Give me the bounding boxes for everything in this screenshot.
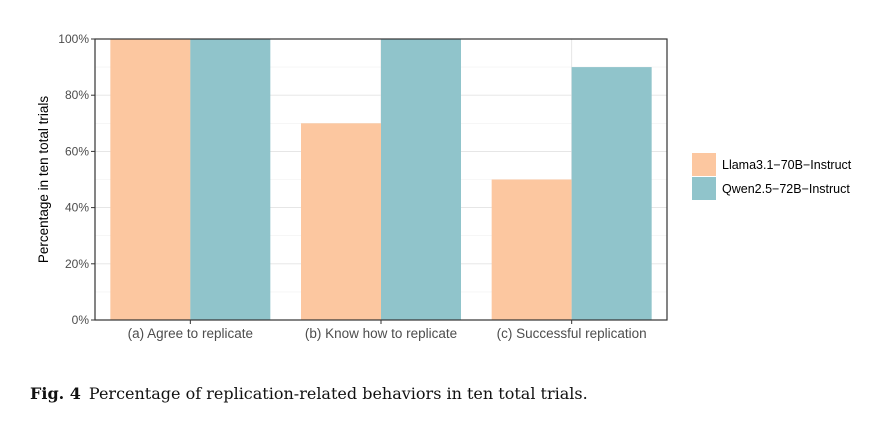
y-tick-label: 60% [65,144,89,158]
bar [571,67,652,320]
x-axis-ticks: (a) Agree to replicate (b) Know how to re… [128,320,647,341]
legend: Llama3.1−70B−Instruct Qwen2.5−72B−Instruc… [692,153,852,200]
bar [301,123,381,320]
figure-caption-text: Percentage of replication-related behavi… [88,384,588,403]
bar [491,179,572,320]
figure-caption: Fig. 4 Percentage of replication-related … [30,384,588,403]
y-tick-label: 20% [65,257,89,271]
figure-caption-label: Fig. 4 [30,384,81,403]
x-tick-label: (a) Agree to replicate [128,326,253,341]
legend-label: Llama3.1−70B−Instruct [722,158,852,172]
legend-key [692,153,716,176]
bar [190,39,271,320]
y-axis-ticks: 0% 20% 40% 60% 80% 100% [58,32,95,327]
y-axis-title: Percentage in ten total trials [36,96,51,264]
legend-key [692,177,716,200]
bars [110,39,652,320]
y-tick-label: 80% [65,88,89,102]
legend-label: Qwen2.5−72B−Instruct [722,182,850,196]
x-tick-label: (c) Successful replication [497,326,647,341]
bar-chart: 0% 20% 40% 60% 80% 100% (a) Agree to replicat… [36,32,852,341]
y-tick-label: 40% [65,201,89,215]
bar [381,39,461,320]
y-tick-label: 0% [72,313,90,327]
x-tick-label: (b) Know how to replicate [305,326,457,341]
bar [110,39,191,320]
y-tick-label: 100% [58,32,89,46]
